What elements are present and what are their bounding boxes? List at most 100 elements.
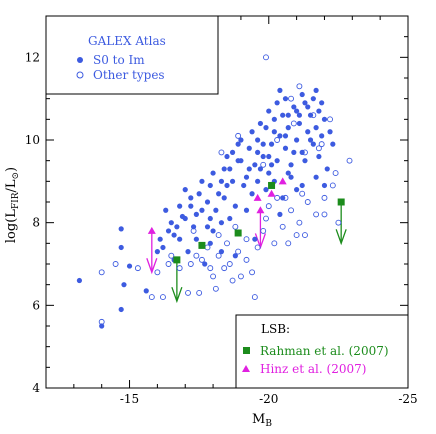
data-points (76, 54, 353, 329)
other-types-point (299, 190, 306, 197)
other-types-point (321, 211, 328, 218)
s0-to-im-point (288, 174, 294, 180)
other-types-point (193, 252, 200, 259)
y-axis-label: log(LFIR/L⊙) (4, 167, 21, 243)
s0-to-im-point (235, 158, 241, 164)
s0-to-im-point (266, 153, 272, 160)
other-types-point (187, 261, 194, 267)
s0-to-im-point (257, 120, 264, 127)
other-types-point (229, 277, 236, 284)
s0-to-im-point (118, 226, 124, 232)
other-types-point (288, 95, 294, 102)
other-types-point (293, 232, 300, 239)
legend-other-types-label: Other types (93, 68, 165, 82)
s0-to-im-point (255, 178, 261, 184)
s0-to-im-point (313, 174, 319, 180)
s0-to-im-point (310, 141, 316, 147)
s0-to-im-point (249, 129, 255, 135)
s0-to-im-point (285, 112, 291, 118)
s0-to-im-point (296, 120, 302, 127)
s0-to-im-point (246, 166, 252, 172)
hinz-point (253, 193, 262, 201)
other-types-point (290, 120, 297, 127)
x-tick-label: -25 (398, 392, 417, 406)
s0-to-im-point (196, 191, 202, 197)
s0-to-im-point (282, 133, 289, 139)
s0-to-im-point (171, 232, 177, 238)
legend-lsb: LSB: Rahman et al. (2007) Hinz et al. (2… (235, 314, 409, 389)
other-types-point (160, 294, 166, 301)
s0-to-im-point (274, 100, 280, 106)
s0-to-im-point (291, 104, 297, 110)
s0-to-im-point (307, 137, 314, 143)
rahman-point (234, 229, 242, 237)
s0-to-im-point (277, 87, 283, 93)
other-types-point (260, 161, 267, 168)
rahman-point (198, 241, 206, 249)
rahman-point (173, 256, 181, 264)
s0-to-im-point (321, 182, 328, 189)
other-types-point (313, 211, 320, 218)
s0-to-im-point (188, 195, 194, 201)
other-types-point (243, 256, 250, 263)
other-types-point (346, 157, 353, 164)
x-axis-label: MB (252, 412, 272, 429)
legend-open-circle-marker (76, 71, 84, 79)
s0-to-im-point (288, 162, 294, 168)
y-tick-label: 8 (32, 216, 40, 230)
other-types-point (302, 232, 308, 239)
other-types-point (318, 141, 325, 148)
s0-to-im-point (177, 236, 183, 242)
other-types-point (98, 269, 105, 276)
s0-to-im-point (182, 187, 188, 193)
s0-to-im-point (324, 166, 330, 172)
s0-to-im-point (268, 141, 275, 147)
s0-to-im-point (199, 207, 205, 213)
s0-to-im-point (163, 207, 169, 213)
s0-to-im-point (252, 162, 258, 168)
other-types-point (212, 285, 219, 292)
s0-to-im-point (294, 108, 300, 114)
other-types-point (165, 261, 172, 267)
other-types-point (282, 194, 289, 201)
other-types-point (134, 265, 141, 272)
s0-to-im-point (224, 153, 230, 160)
hinz-point (267, 189, 276, 197)
other-types-point (185, 289, 191, 296)
s0-to-im-point (235, 141, 241, 147)
s0-to-im-point (327, 129, 333, 135)
s0-to-im-point (319, 100, 325, 106)
s0-to-im-point (277, 211, 283, 217)
other-types-point (304, 199, 311, 205)
s0-to-im-point (190, 224, 197, 230)
other-types-point (327, 116, 333, 123)
s0-to-im-point (296, 112, 302, 118)
s0-to-im-point (271, 116, 277, 122)
y-tick-label: 10 (25, 133, 40, 147)
s0-to-im-point (238, 137, 244, 143)
rahman-point (337, 198, 345, 206)
s0-to-im-point (263, 125, 269, 131)
other-types-point (196, 289, 203, 296)
s0-to-im-point (232, 203, 238, 209)
s0-to-im-point (285, 170, 291, 176)
s0-to-im-point (319, 133, 325, 139)
s0-to-im-point (260, 153, 266, 160)
s0-to-im-point (255, 137, 261, 143)
other-types-point (296, 83, 303, 90)
upper-limit-arrowhead (335, 229, 347, 246)
s0-to-im-point (160, 244, 166, 251)
hinz-point (278, 177, 287, 185)
other-types-point (285, 240, 292, 247)
s0-to-im-point (316, 108, 322, 114)
other-types-point (215, 252, 222, 259)
other-types-point (243, 236, 250, 243)
s0-to-im-point (266, 108, 272, 114)
other-types-point (207, 265, 214, 272)
s0-to-im-point (271, 129, 277, 135)
s0-to-im-point (313, 87, 319, 93)
s0-to-im-point (299, 182, 305, 189)
s0-to-im-point (199, 178, 205, 184)
s0-to-im-point (249, 191, 255, 197)
